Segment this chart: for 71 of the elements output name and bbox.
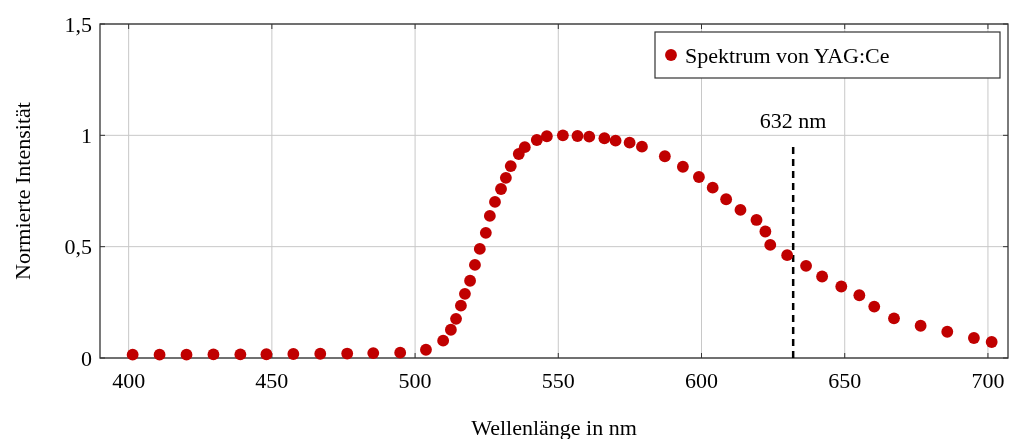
point: [504, 160, 517, 172]
point: [658, 150, 671, 163]
point: [556, 129, 569, 142]
point: [540, 130, 553, 143]
point: [450, 312, 462, 325]
y-tick-label: 0: [81, 345, 92, 371]
point: [750, 214, 763, 226]
point: [759, 225, 772, 238]
point: [287, 348, 300, 360]
point: [835, 280, 848, 293]
point: [985, 336, 998, 348]
point: [720, 193, 733, 206]
point: [800, 259, 812, 272]
point: [583, 130, 596, 143]
point: [483, 210, 496, 222]
point: [479, 226, 492, 239]
x-tick-label: 600: [685, 368, 719, 393]
point: [571, 130, 584, 142]
y-tick-label: 1,5: [64, 11, 92, 37]
point: [968, 332, 980, 344]
point: [180, 348, 193, 361]
point: [636, 140, 648, 153]
point: [853, 289, 866, 302]
y-axis-title: Normierte Intensität: [10, 102, 35, 280]
point: [941, 325, 954, 338]
point: [888, 312, 900, 325]
point: [868, 300, 881, 313]
y-tick-label: 1: [81, 123, 92, 149]
point: [676, 160, 689, 173]
point: [469, 259, 481, 271]
point: [914, 319, 927, 332]
x-axis-title: Wellenlänge in nm: [471, 415, 637, 439]
point: [734, 204, 747, 216]
point: [764, 238, 777, 251]
point: [706, 181, 719, 194]
point: [693, 171, 705, 183]
point: [530, 134, 543, 146]
point: [341, 347, 354, 360]
point: [473, 242, 486, 255]
point: [260, 348, 273, 361]
point: [394, 346, 407, 359]
x-tick-label: 650: [828, 368, 862, 393]
x-tick-label: 700: [971, 368, 1005, 393]
point: [598, 132, 611, 145]
x-tick-label: 500: [398, 368, 432, 393]
point: [459, 287, 471, 300]
point: [495, 183, 507, 195]
point: [207, 348, 220, 361]
ref-line-label: 632 nm: [759, 108, 827, 133]
point: [609, 134, 622, 147]
point: [367, 347, 380, 360]
point: [444, 323, 457, 336]
point: [518, 141, 531, 154]
point: [234, 348, 247, 361]
point: [489, 196, 501, 208]
point: [153, 348, 166, 361]
point: [454, 299, 467, 312]
x-tick-label: 450: [255, 368, 289, 393]
y-tick-label: 0,5: [64, 234, 92, 260]
point: [437, 334, 450, 347]
point: [623, 136, 636, 149]
point: [816, 270, 829, 283]
x-tick-label: 400: [112, 368, 146, 393]
point: [781, 249, 794, 262]
point: [420, 343, 432, 356]
point: [464, 274, 476, 287]
point: [499, 171, 512, 184]
point: [126, 348, 139, 361]
legend-label: Spektrum von YAG:Ce: [685, 42, 890, 68]
x-tick-label: 550: [541, 368, 575, 393]
point: [314, 347, 327, 360]
